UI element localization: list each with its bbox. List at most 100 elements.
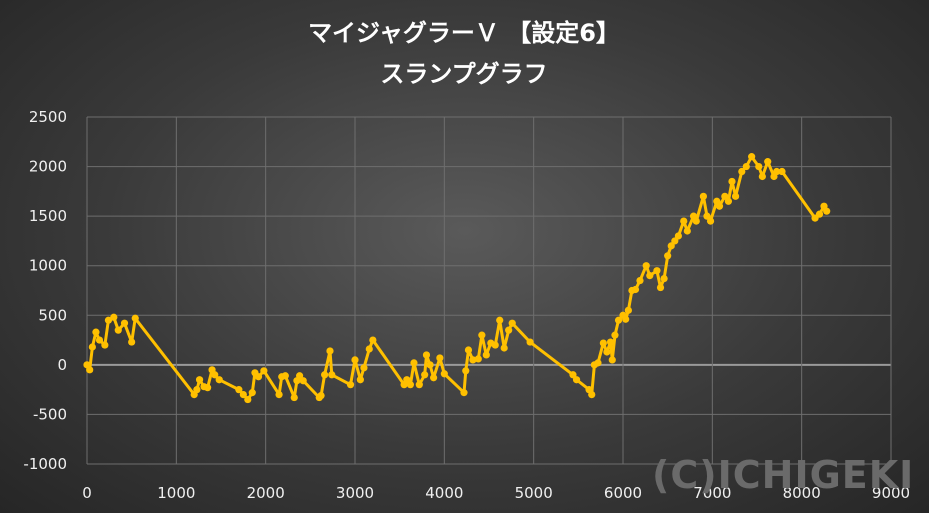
data-point	[369, 336, 377, 344]
data-point	[260, 367, 268, 375]
data-point	[328, 371, 336, 379]
data-point	[653, 267, 661, 275]
data-point	[683, 227, 691, 235]
data-point	[317, 391, 325, 400]
data-point	[706, 217, 715, 225]
data-point	[823, 207, 831, 215]
data-point	[422, 351, 431, 359]
data-point	[321, 371, 329, 379]
data-point	[731, 192, 740, 200]
data-point	[426, 361, 434, 369]
data-point	[646, 272, 654, 280]
y-tick-label: 2000	[29, 158, 67, 176]
data-point	[674, 232, 682, 240]
data-point	[415, 381, 423, 389]
data-point	[365, 345, 373, 353]
x-tick-label: 4000	[425, 484, 463, 502]
data-point	[462, 367, 470, 375]
data-point	[92, 328, 100, 336]
x-tick-label: 3000	[336, 484, 374, 502]
data-point	[773, 167, 781, 176]
x-tick-label: 5000	[515, 484, 553, 502]
data-point	[642, 262, 650, 270]
data-point	[114, 326, 122, 334]
data-point	[569, 371, 577, 379]
data-point	[346, 381, 355, 389]
x-tick-label: 0	[82, 484, 92, 502]
data-point	[244, 395, 252, 404]
data-point	[599, 339, 607, 347]
data-point	[215, 376, 223, 384]
data-point	[724, 197, 733, 205]
data-point	[239, 391, 247, 399]
data-point	[526, 338, 534, 346]
data-point	[101, 341, 109, 349]
y-tick-label: -500	[33, 405, 67, 423]
data-point	[588, 391, 596, 399]
data-point	[594, 359, 602, 367]
data-point	[622, 315, 630, 323]
data-point	[603, 348, 611, 356]
chart-subtitle: スランプグラフ	[380, 60, 547, 88]
data-point	[421, 371, 429, 379]
data-point	[104, 316, 113, 324]
data-point	[606, 338, 615, 346]
data-point	[703, 212, 711, 220]
data-point	[715, 202, 724, 210]
data-point	[275, 391, 283, 399]
watermark-text: (C)ICHIGEKI	[652, 453, 914, 497]
data-point	[410, 359, 418, 367]
data-point	[721, 192, 729, 200]
x-tick-label: 2000	[247, 484, 285, 502]
data-point	[254, 373, 263, 381]
data-point	[474, 355, 482, 363]
data-point	[360, 364, 368, 372]
data-point	[193, 386, 201, 394]
data-point	[406, 381, 414, 389]
data-point	[204, 384, 212, 392]
y-tick-label: 1000	[29, 257, 67, 275]
data-point	[611, 331, 619, 339]
x-tick-label: 6000	[604, 484, 642, 502]
data-point	[728, 177, 736, 186]
slump-series-line	[85, 155, 829, 402]
data-point	[748, 153, 756, 161]
data-point	[120, 319, 129, 327]
data-point	[500, 344, 508, 352]
data-point	[758, 172, 766, 181]
data-point	[460, 389, 468, 397]
data-point	[631, 285, 640, 294]
data-point	[680, 217, 688, 225]
data-point	[572, 376, 581, 384]
y-tick-label: 2500	[29, 108, 67, 126]
data-point	[496, 316, 504, 324]
data-point	[296, 372, 304, 380]
data-point	[478, 331, 486, 339]
data-point	[440, 370, 448, 378]
data-point	[699, 192, 708, 200]
y-tick-label: 1500	[29, 207, 67, 225]
chart-title: マイジャグラーＶ 【設定6】	[308, 19, 620, 47]
data-point	[290, 393, 298, 402]
data-point	[356, 376, 364, 384]
data-point	[211, 371, 219, 379]
data-point	[692, 217, 700, 225]
data-point	[235, 386, 243, 394]
data-point	[131, 314, 139, 322]
data-point	[664, 252, 672, 260]
data-point	[281, 372, 289, 380]
data-point	[86, 366, 94, 374]
data-point	[608, 356, 616, 364]
data-point	[351, 356, 359, 364]
data-point	[464, 346, 473, 354]
data-point	[195, 376, 204, 384]
data-point	[436, 354, 444, 362]
data-point	[614, 316, 623, 324]
data-point	[430, 374, 438, 382]
data-point	[505, 326, 513, 334]
grid-lines	[86, 116, 892, 465]
data-point	[624, 306, 632, 314]
data-point	[636, 276, 644, 285]
